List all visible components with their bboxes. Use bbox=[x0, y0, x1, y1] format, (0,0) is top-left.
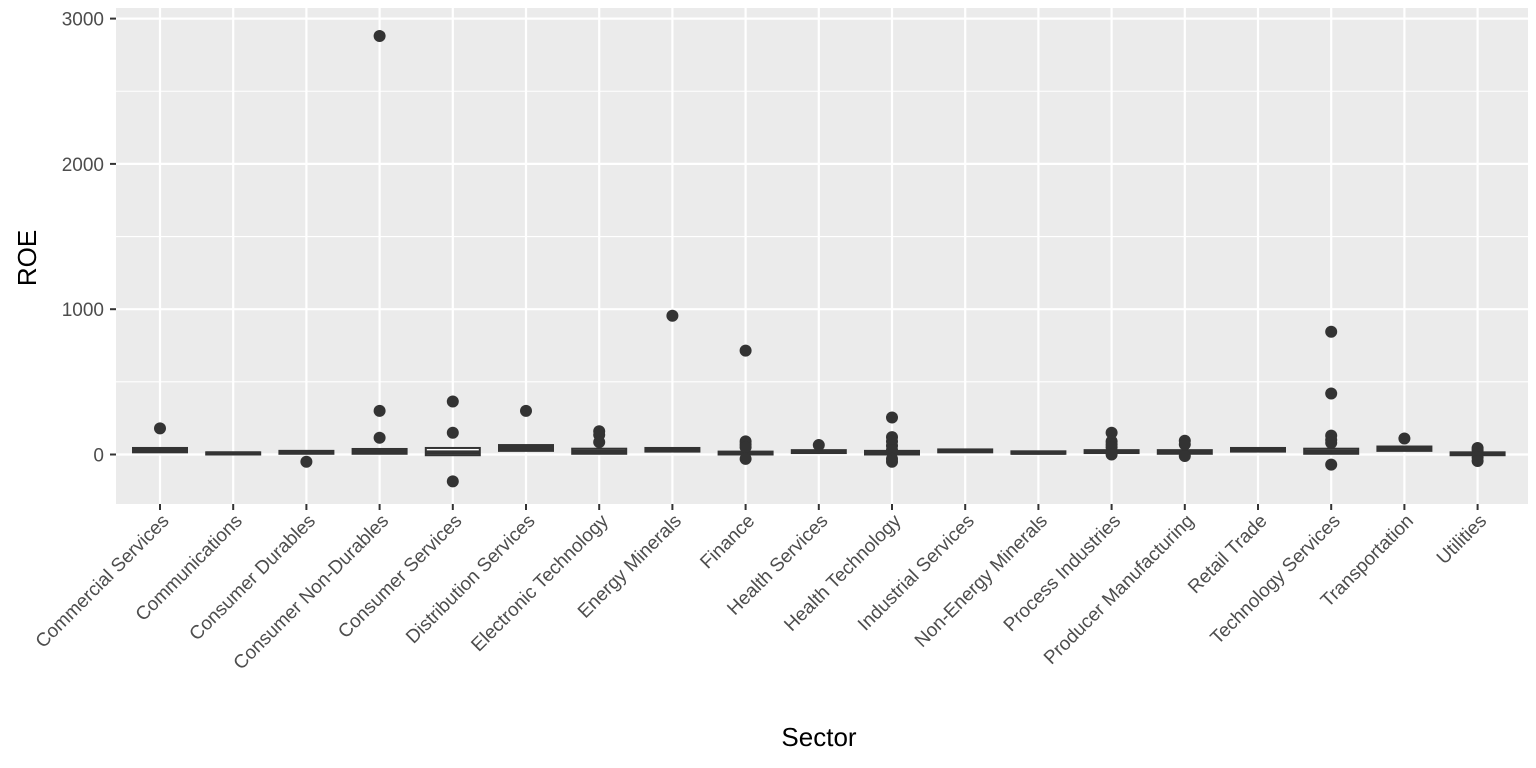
y-tick-label: 0 bbox=[93, 446, 104, 467]
outlier-point bbox=[1398, 432, 1411, 445]
outlier-point bbox=[1325, 436, 1338, 449]
box-group bbox=[1230, 446, 1286, 453]
y-axis-title: ROE bbox=[12, 230, 42, 286]
box-series bbox=[132, 30, 1506, 488]
outlier-point bbox=[373, 404, 386, 417]
outlier-point bbox=[1178, 449, 1191, 462]
outlier-point bbox=[1471, 455, 1484, 468]
x-tick-label: Finance bbox=[696, 511, 759, 574]
outlier-point bbox=[739, 452, 752, 465]
outlier-point bbox=[373, 431, 386, 444]
box-group bbox=[1010, 450, 1067, 455]
box-group bbox=[644, 309, 701, 453]
x-tick-label: Producer Manufacturing bbox=[1040, 511, 1198, 669]
outlier-point bbox=[739, 441, 752, 454]
outlier-point bbox=[1178, 438, 1191, 451]
outlier-point bbox=[300, 455, 313, 468]
y-tick-label: 1000 bbox=[62, 300, 104, 321]
outlier-point bbox=[886, 455, 898, 468]
outlier-point bbox=[886, 411, 898, 424]
outlier-point bbox=[739, 344, 752, 357]
x-tick-label: Technology Services bbox=[1207, 511, 1345, 649]
box-group bbox=[1156, 434, 1213, 462]
outlier-point bbox=[154, 422, 166, 435]
x-tick-label: Non-Energy Minerals bbox=[911, 511, 1052, 652]
box-group bbox=[205, 451, 262, 456]
outlier-point bbox=[812, 439, 825, 452]
outlier-point bbox=[666, 309, 679, 322]
y-axis: 0 1000 2000 3000 bbox=[62, 10, 116, 467]
x-axis-title: Sector bbox=[781, 722, 856, 752]
x-tick-label: Consumer Durables bbox=[186, 511, 320, 645]
outlier-point bbox=[1325, 325, 1338, 338]
x-tick-label: Utilities bbox=[1433, 511, 1491, 569]
y-tick-label: 3000 bbox=[62, 10, 104, 31]
outlier-point bbox=[446, 426, 459, 439]
outlier-point bbox=[520, 404, 532, 417]
box-group bbox=[351, 30, 408, 455]
x-tick-label: Electronic Technology bbox=[467, 510, 613, 656]
outlier-point bbox=[593, 436, 606, 449]
box-group bbox=[132, 422, 188, 454]
minor-gridlines bbox=[116, 90, 1528, 383]
box-group bbox=[1083, 426, 1140, 461]
x-tick-label: Distribution Services bbox=[402, 511, 539, 648]
outlier-point bbox=[1325, 458, 1338, 471]
x-tick-label: Commercial Services bbox=[32, 511, 174, 653]
box-group bbox=[1449, 441, 1506, 468]
box-group bbox=[571, 425, 628, 455]
box-group bbox=[790, 439, 847, 455]
outlier-point bbox=[446, 475, 459, 488]
major-gridlines bbox=[116, 8, 1528, 504]
box-group bbox=[1376, 432, 1433, 452]
box-group bbox=[717, 344, 774, 465]
y-tick-label: 2000 bbox=[62, 155, 104, 176]
outlier-point bbox=[1105, 426, 1118, 439]
outlier-point bbox=[1325, 387, 1338, 400]
box-group bbox=[278, 449, 335, 468]
box-group bbox=[498, 404, 554, 452]
outlier-point bbox=[886, 444, 898, 457]
outlier-point bbox=[373, 30, 386, 43]
x-tick-label: Consumer Services bbox=[334, 511, 466, 643]
box-group bbox=[424, 395, 481, 488]
box-group bbox=[937, 448, 994, 454]
box-group bbox=[1303, 325, 1360, 471]
x-axis: Commercial ServicesCommunicationsConsume… bbox=[32, 504, 1491, 674]
outlier-point bbox=[1105, 448, 1118, 461]
panel-background bbox=[116, 8, 1528, 504]
outlier-point bbox=[446, 395, 459, 408]
box-group bbox=[864, 411, 920, 468]
